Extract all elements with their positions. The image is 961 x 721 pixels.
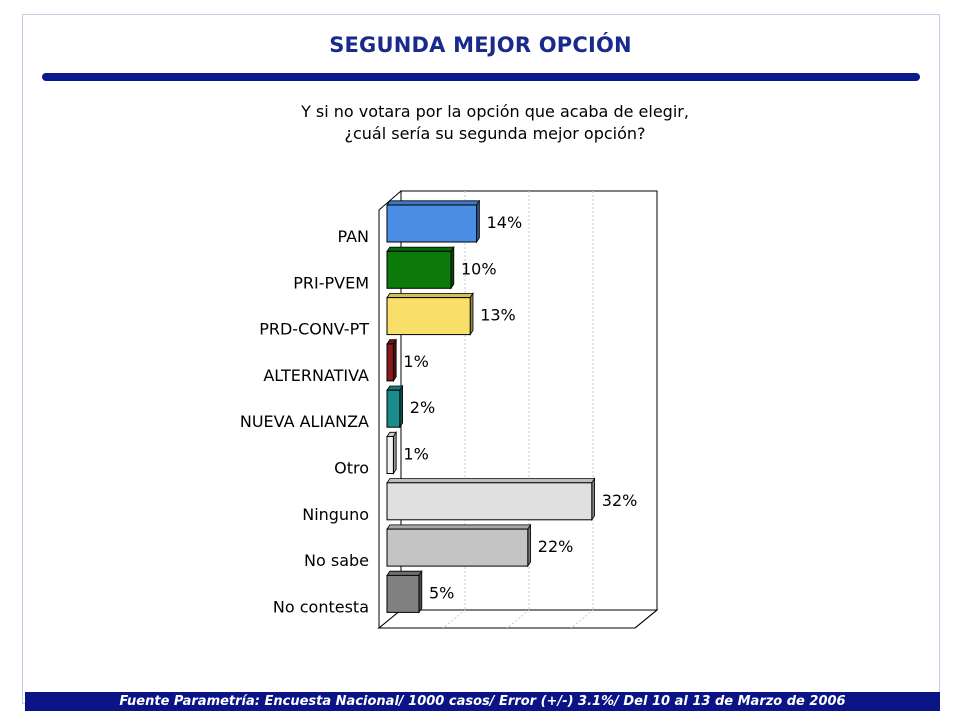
category-label: PRD-CONV-PT — [259, 320, 369, 339]
plot-floor — [377, 609, 659, 629]
bar — [386, 482, 593, 521]
bar — [386, 436, 394, 474]
bar-top-face — [386, 478, 596, 484]
title-underline — [42, 73, 920, 81]
category-label: PRI-PVEM — [293, 273, 369, 292]
bar — [386, 343, 394, 382]
category-label: Otro — [334, 459, 369, 478]
bar — [386, 250, 452, 289]
data-label: 14% — [487, 213, 523, 232]
category-label: PAN — [337, 227, 369, 246]
data-label: 5% — [429, 583, 454, 602]
bar — [386, 574, 420, 613]
data-label: 10% — [461, 259, 497, 278]
question-line-2: ¿cuál sería su segunda mejor opción? — [344, 124, 646, 143]
data-label: 13% — [480, 306, 516, 325]
category-label: NUEVA ALIANZA — [240, 412, 369, 431]
bar-top-face — [386, 292, 474, 299]
gridline-floor — [506, 609, 530, 629]
source-footer: Fuente Parametría: Encuesta Nacional/ 10… — [25, 692, 940, 711]
data-label: 1% — [403, 352, 428, 371]
bar — [386, 528, 529, 567]
bar-top-face — [386, 570, 423, 576]
category-label: ALTERNATIVA — [263, 366, 369, 385]
bar-top-face — [386, 200, 481, 206]
plot-right-edge — [634, 609, 658, 629]
page-title: SEGUNDA MEJOR OPCIÓN — [329, 33, 632, 57]
bar — [386, 204, 478, 243]
data-label: 1% — [403, 445, 428, 464]
gridline-floor — [442, 609, 466, 629]
category-label: No sabe — [304, 551, 369, 570]
bar-top-face — [386, 246, 455, 252]
bar-top-face — [386, 524, 532, 530]
survey-question: Y si no votara por la opción que acaba d… — [0, 101, 961, 145]
question-line-1: Y si no votara por la opción que acaba d… — [301, 102, 689, 121]
bar — [386, 389, 401, 428]
data-label: 32% — [602, 491, 638, 510]
category-label: Ninguno — [302, 505, 369, 524]
data-label: 2% — [410, 398, 435, 417]
bar — [386, 297, 471, 336]
gridline-floor — [570, 609, 594, 629]
data-label: 22% — [538, 537, 574, 556]
category-label: No contesta — [273, 597, 369, 616]
